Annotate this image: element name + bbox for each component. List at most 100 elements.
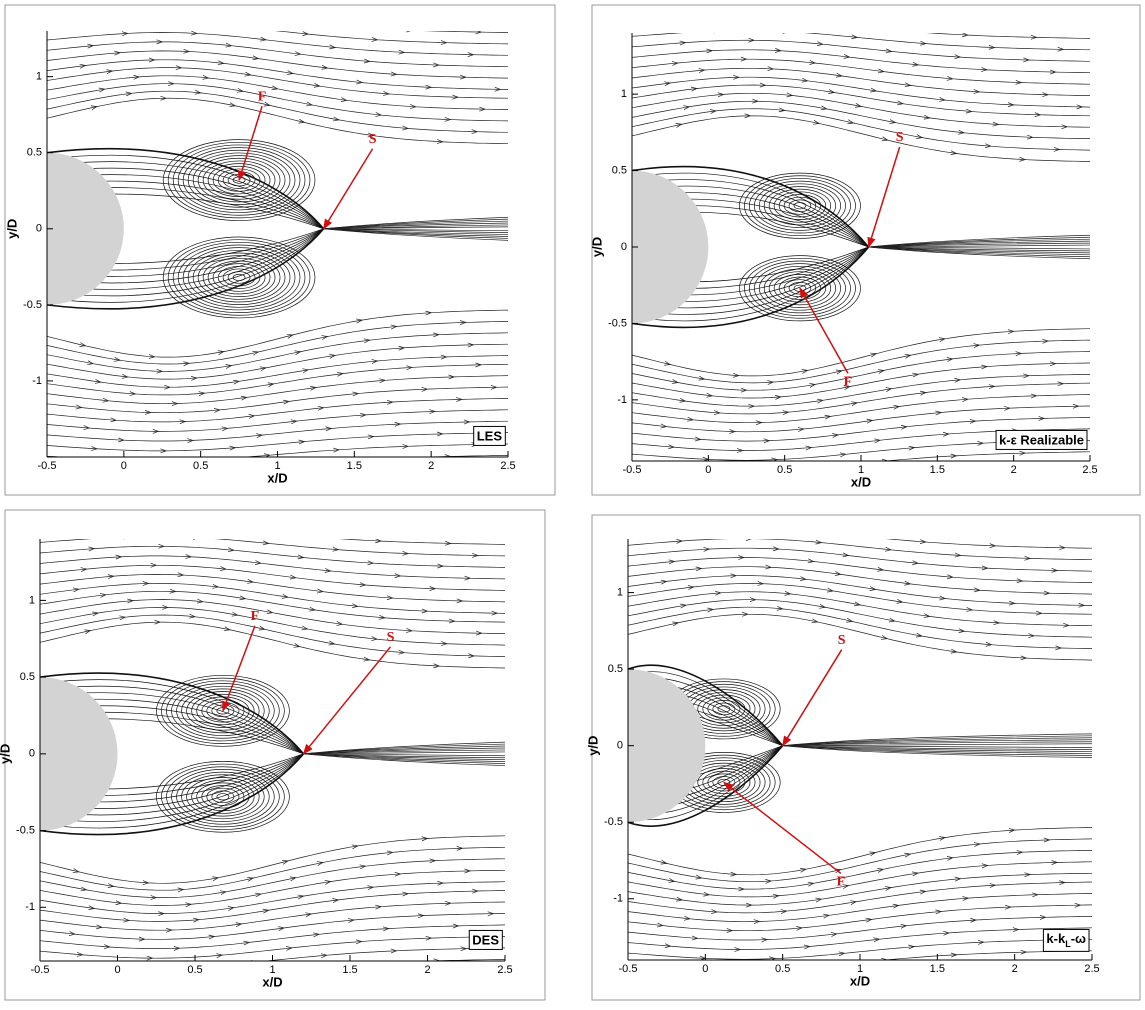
- flow-arrowhead: [920, 40, 927, 46]
- vortex-streamline: [744, 257, 856, 319]
- streamline: [632, 58, 1090, 85]
- model-label: k-kL-ω: [1046, 931, 1086, 949]
- flow-arrowhead: [973, 343, 981, 349]
- flow-arrowhead: [103, 944, 111, 949]
- flow-arrowhead: [164, 384, 171, 390]
- flow-arrowhead: [386, 399, 394, 405]
- flow-arrowhead: [494, 86, 502, 92]
- flow-arrowhead: [679, 397, 687, 403]
- flow-arrowhead: [684, 487, 690, 491]
- vortex-streamline: [176, 771, 270, 822]
- flow-arrowhead: [390, 324, 398, 330]
- separation-line: [62, 228, 324, 277]
- flow-arrowhead: [490, 384, 498, 390]
- y-tick-label: 0: [29, 748, 35, 760]
- flow-arrowhead: [371, 636, 379, 641]
- flow-arrowhead: [714, 590, 722, 596]
- vortex-streamline: [748, 178, 851, 234]
- flow-arrowhead: [286, 70, 294, 76]
- flow-arrowhead: [348, 526, 354, 530]
- x-tick-label: 0.5: [777, 464, 792, 476]
- flow-arrowhead: [91, 446, 98, 451]
- streamline: [40, 614, 505, 657]
- flow-arrowhead: [72, 868, 80, 873]
- flow-arrowhead: [762, 497, 768, 501]
- annotation-label: F: [844, 374, 853, 389]
- flow-arrowhead: [695, 566, 703, 572]
- vortex-streamline: [191, 693, 255, 728]
- flow-arrowhead: [679, 40, 687, 46]
- flow-arrowhead: [954, 54, 962, 60]
- vortex-streamline: [187, 249, 291, 305]
- flow-arrowhead: [156, 368, 164, 374]
- flow-arrowhead: [146, 955, 154, 961]
- flow-arrowhead: [142, 880, 150, 886]
- flow-arrowhead: [745, 902, 753, 908]
- flow-arrowhead: [1004, 904, 1012, 910]
- flow-arrowhead: [414, 994, 420, 998]
- flow-arrowhead: [301, 625, 309, 631]
- flow-arrowhead: [1043, 590, 1051, 596]
- flow-arrowhead: [464, 575, 472, 581]
- x-tick-label: -0.5: [38, 460, 57, 472]
- flow-arrowhead: [781, 528, 787, 532]
- flow-arrowhead: [437, 880, 445, 886]
- flow-arrowhead: [1024, 555, 1032, 561]
- flow-arrowhead: [158, 543, 166, 549]
- vortex-streamline: [182, 149, 296, 211]
- flow-arrowhead: [433, 332, 440, 338]
- flow-arrowhead: [375, 112, 383, 117]
- vortex-streamline: [156, 675, 290, 747]
- flow-arrowhead: [1051, 860, 1059, 865]
- flow-arrowhead: [95, 24, 101, 28]
- flow-arrowhead: [332, 546, 340, 552]
- streamline: [632, 115, 1090, 162]
- flow-arrowhead: [771, 457, 779, 461]
- vortex-streamline: [177, 244, 301, 311]
- streamline: [628, 547, 1092, 572]
- flow-arrowhead: [94, 379, 102, 384]
- flow-arrowhead: [756, 19, 762, 23]
- model-label-part: k-k: [1046, 931, 1066, 946]
- wake-line: [323, 216, 508, 230]
- x-tick-label: 1.5: [342, 964, 357, 976]
- model-label-part: -ω: [1071, 931, 1086, 946]
- x-tick-label: 0.5: [187, 964, 202, 976]
- wake-line: [303, 741, 505, 755]
- vortex-streamline: [212, 165, 266, 195]
- flow-arrowhead: [460, 946, 468, 952]
- flow-arrowhead: [68, 931, 76, 936]
- flow-arrowhead: [297, 894, 305, 900]
- flow-arrowhead: [437, 563, 445, 569]
- x-tick-label: 1.5: [930, 464, 945, 476]
- flow-arrowhead: [471, 129, 479, 134]
- streamline: [628, 838, 1092, 883]
- streamline: [40, 539, 505, 557]
- flow-arrowhead: [984, 143, 992, 149]
- streamline: [628, 519, 1100, 537]
- x-tick-label: 0: [121, 460, 127, 472]
- flow-arrowhead: [838, 951, 846, 957]
- flow-arrowhead: [959, 975, 965, 979]
- flow-arrowhead: [231, 611, 239, 617]
- separation-line: [53, 228, 324, 297]
- streamline: [632, 108, 1090, 151]
- flow-arrowhead: [475, 630, 483, 636]
- flow-arrowhead: [759, 82, 767, 88]
- flow-arrowhead: [742, 967, 748, 971]
- flow-arrowhead: [985, 641, 993, 647]
- flow-arrowhead: [901, 505, 907, 509]
- annotation-label: S: [369, 132, 377, 147]
- flow-arrowhead: [316, 861, 324, 866]
- cylinder: [628, 669, 706, 823]
- flow-arrowhead: [459, 74, 467, 80]
- flow-arrowhead: [185, 554, 193, 559]
- flow-arrowhead: [316, 588, 324, 594]
- flow-arrowhead: [452, 923, 460, 929]
- flow-arrowhead: [313, 932, 321, 938]
- y-tick-label: -1: [613, 893, 623, 905]
- streamline: [47, 83, 508, 122]
- flow-arrowhead: [820, 105, 828, 111]
- flow-arrowhead: [767, 66, 775, 72]
- flow-arrowhead: [160, 95, 168, 101]
